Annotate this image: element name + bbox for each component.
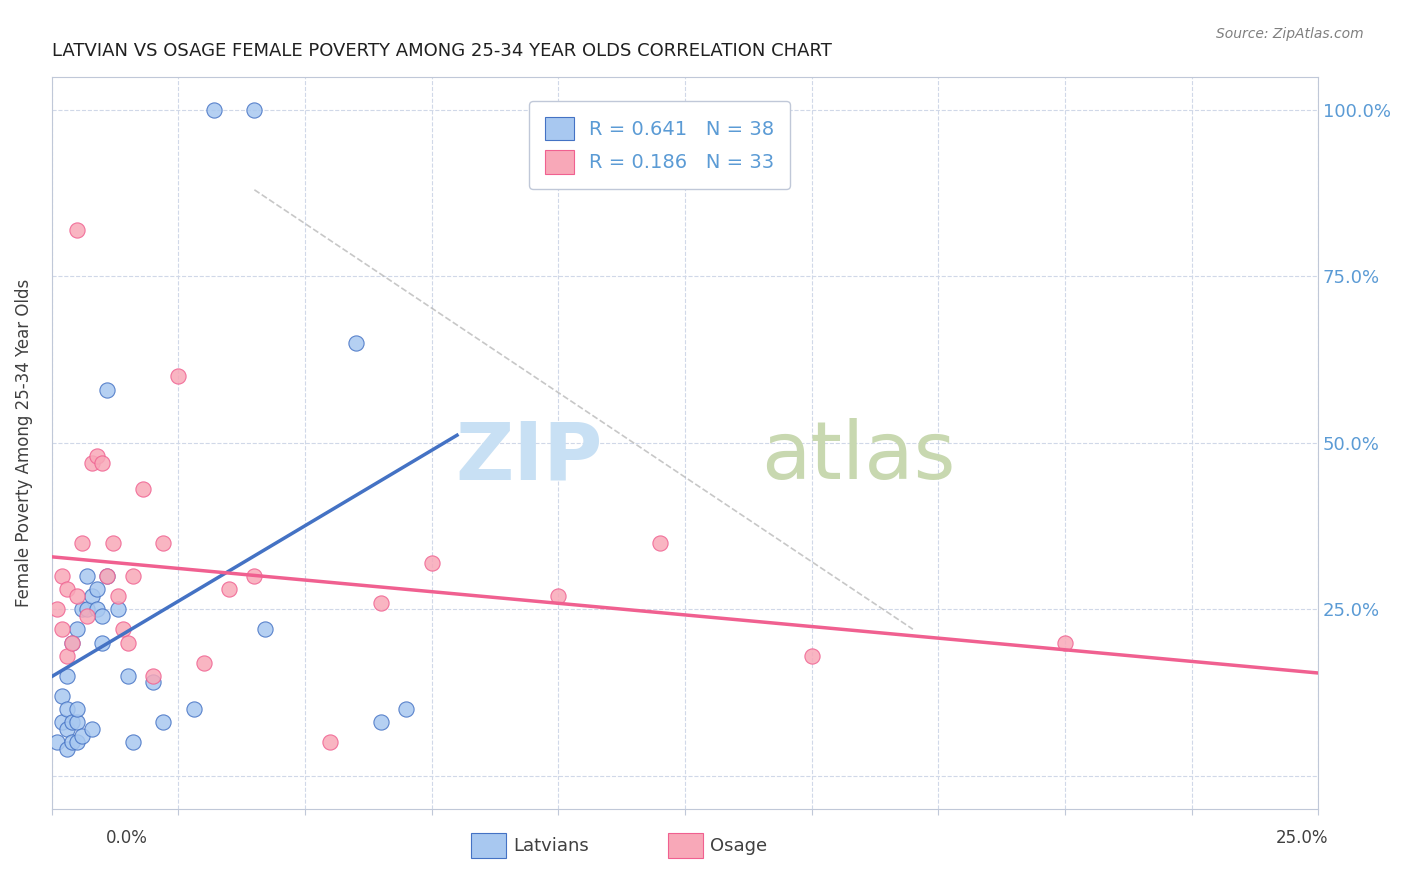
Point [60, 735, 83, 749]
Text: 25.0%: 25.0% [1277, 829, 1329, 847]
Text: Osage: Osage [710, 837, 768, 855]
Point [91, 456, 114, 470]
Point [45, 602, 67, 616]
Point [56, 742, 79, 756]
Point [117, 669, 139, 683]
Point [344, 335, 367, 350]
Point [121, 735, 143, 749]
Point [66, 702, 89, 716]
Text: atlas: atlas [761, 418, 955, 497]
Point [253, 622, 276, 636]
Text: Source: ZipAtlas.com: Source: ZipAtlas.com [1216, 27, 1364, 41]
Point [132, 483, 155, 497]
Point [193, 656, 215, 670]
Point [82, 589, 104, 603]
Point [167, 369, 190, 384]
Text: 0.0%: 0.0% [105, 829, 148, 847]
Point [202, 103, 225, 117]
Legend: R = 0.641   N = 38, R = 0.186   N = 33: R = 0.641 N = 38, R = 0.186 N = 33 [529, 101, 790, 189]
Point [96, 569, 118, 583]
Point [101, 535, 124, 549]
Point [86, 449, 108, 463]
Point [319, 735, 342, 749]
Point [70, 535, 93, 549]
Point [51, 622, 73, 636]
Point [121, 569, 143, 583]
Point [76, 569, 98, 583]
Point [66, 589, 89, 603]
Point [56, 648, 79, 663]
Point [51, 689, 73, 703]
Point [66, 735, 89, 749]
Point [91, 635, 114, 649]
Point [70, 602, 93, 616]
Point [370, 715, 392, 730]
Point [107, 602, 129, 616]
Point [51, 715, 73, 730]
Point [66, 622, 89, 636]
Point [243, 569, 266, 583]
Point [82, 456, 104, 470]
Point [142, 675, 165, 690]
Point [76, 602, 98, 616]
Point [86, 582, 108, 597]
Text: Latvians: Latvians [513, 837, 589, 855]
Point [96, 383, 118, 397]
Point [56, 702, 79, 716]
Point [107, 589, 129, 603]
Point [1053, 635, 1076, 649]
Point [45, 735, 67, 749]
Point [117, 635, 139, 649]
Point [142, 669, 165, 683]
Point [60, 635, 83, 649]
Point [243, 103, 266, 117]
Point [218, 582, 240, 597]
Point [82, 722, 104, 736]
Point [56, 582, 79, 597]
Point [152, 535, 174, 549]
Point [648, 535, 671, 549]
Point [70, 729, 93, 743]
Text: LATVIAN VS OSAGE FEMALE POVERTY AMONG 25-34 YEAR OLDS CORRELATION CHART: LATVIAN VS OSAGE FEMALE POVERTY AMONG 25… [52, 42, 831, 60]
Point [547, 589, 569, 603]
Point [56, 722, 79, 736]
Y-axis label: Female Poverty Among 25-34 Year Olds: Female Poverty Among 25-34 Year Olds [15, 278, 32, 607]
Point [66, 223, 89, 237]
Point [66, 715, 89, 730]
Point [420, 556, 443, 570]
Point [86, 602, 108, 616]
Point [56, 669, 79, 683]
Point [96, 569, 118, 583]
Point [76, 608, 98, 623]
Point [51, 569, 73, 583]
Point [91, 608, 114, 623]
Text: ZIP: ZIP [456, 418, 603, 497]
Point [60, 635, 83, 649]
Point [183, 702, 205, 716]
Point [370, 596, 392, 610]
Point [60, 715, 83, 730]
Point [395, 702, 418, 716]
Point [152, 715, 174, 730]
Point [111, 622, 134, 636]
Point [800, 648, 823, 663]
